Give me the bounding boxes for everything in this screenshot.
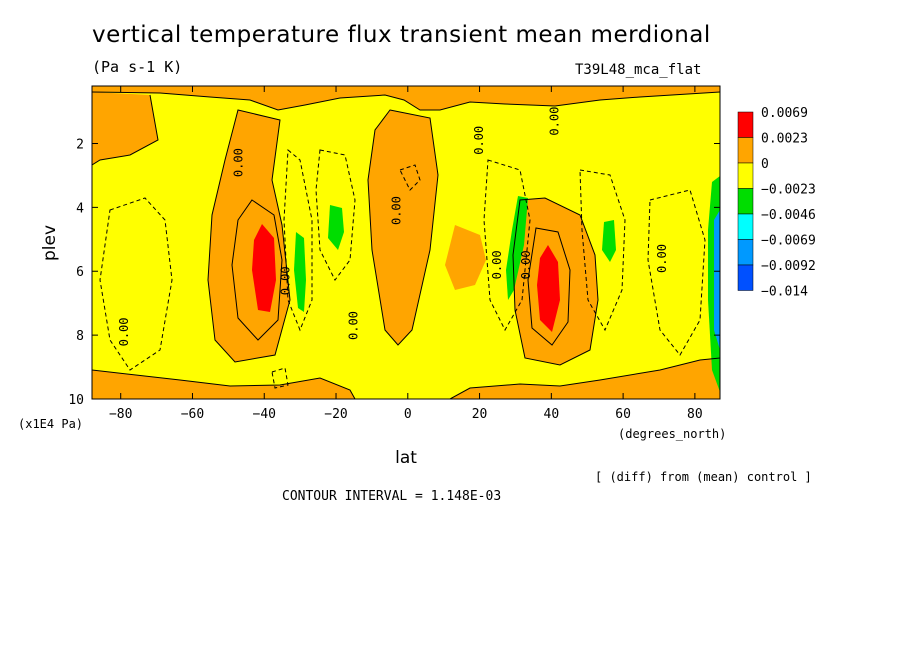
legend-swatch (737, 188, 754, 215)
legend-swatch (737, 162, 754, 189)
x-tick-label: −60 (181, 407, 204, 422)
legend-swatch (737, 264, 754, 291)
x-tick-label: 0 (404, 407, 412, 422)
legend-level-label: −0.0023 (761, 183, 816, 198)
dashed-contour-small-2 (271, 367, 289, 389)
legend-level-label: −0.014 (761, 285, 808, 300)
run-name-label: T39L48_mca_flat (575, 62, 702, 78)
contour-label: 0.00 (347, 311, 361, 340)
y-tick-label: 8 (76, 329, 84, 344)
y-tick-label: 10 (68, 393, 84, 408)
contour-line-equator (367, 109, 439, 346)
legend: 0.0069 0.0023 0 −0.0023 −0.0046 −0.0069 −0.009… (737, 106, 816, 300)
orange-region-south-pole (92, 92, 158, 165)
orange-region-equator-tongue (368, 110, 438, 345)
x-tick-label: −80 (109, 407, 132, 422)
contour-line-top-band (92, 91, 720, 111)
legend-level-label: −0.0069 (761, 234, 816, 249)
diff-note: [ (diff) from (mean) control ] (595, 470, 812, 484)
dashed-contour-north-2 (579, 169, 626, 332)
x-tick-label: 40 (544, 407, 560, 422)
legend-swatch (737, 239, 754, 266)
contour-line-north-lobe (512, 197, 599, 366)
contour-line-south-pole (92, 94, 159, 166)
contour-label: 0.00 (490, 250, 504, 279)
contour-label: 0.00 (655, 244, 669, 273)
contour-labels-group: 0.00 0.00 0.00 0.00 0.00 0.00 0.00 0.00 0.00 0.00 (117, 107, 669, 347)
dashed-contour-north-pole (647, 189, 706, 356)
legend-swatch (737, 137, 754, 164)
y-tick-label: 4 (76, 201, 84, 216)
x-tick-label: 60 (615, 407, 631, 422)
x-axis-title: lat (395, 448, 417, 468)
contour-line-bottom-left (92, 369, 356, 399)
orange-region-south-midlat (445, 225, 486, 290)
orange-region-bottom-right (450, 358, 720, 399)
legend-swatch (737, 111, 754, 138)
red-max-south (252, 224, 276, 312)
dashed-contour-south-pole (99, 197, 173, 371)
legend-level-label: 0.0023 (761, 132, 808, 147)
green-min-north-1 (506, 196, 528, 300)
y-tick-label: 6 (76, 265, 84, 280)
x-tick-label: −40 (253, 407, 276, 422)
contour-line-south-inner (231, 199, 283, 341)
contour-label: 0.00 (472, 126, 486, 155)
x-tick-label: 80 (687, 407, 703, 422)
contour-label: 0.00 (519, 250, 533, 279)
dashed-contour-south-1 (283, 148, 313, 332)
legend-swatch (737, 213, 754, 240)
axis-tick-labels: −80 −60 −40 −20 0 20 40 60 80 2 4 6 8 10 (68, 137, 702, 422)
contour-label: 0.00 (278, 266, 292, 295)
legend-level-label: −0.0046 (761, 208, 816, 223)
contour-label: 0.00 (117, 317, 131, 346)
legend-level-label: 0 (761, 157, 769, 172)
chart-title: vertical temperature flux transient mean… (92, 22, 711, 48)
contour-interval-label: CONTOUR INTERVAL = 1.148E-03 (282, 489, 502, 504)
x-tick-label: −20 (324, 407, 347, 422)
contour-line-south-lobe (207, 109, 291, 363)
legend-level-label: −0.0092 (761, 259, 816, 274)
contour-label: 0.00 (390, 196, 404, 225)
contour-label: 0.00 (232, 148, 246, 177)
contour-line-bottom-right (449, 357, 720, 399)
blue-min-north-pole (714, 210, 720, 350)
x-tick-label: 20 (472, 407, 488, 422)
contour-label: 0.00 (548, 107, 562, 136)
dashed-contour-small-1 (399, 164, 421, 191)
plot-frame (91, 85, 721, 400)
dashed-contour-north-1 (483, 159, 531, 332)
contour-line-north-inner (527, 227, 571, 346)
y-axis-title: plev (40, 225, 60, 261)
green-min-north-2 (602, 220, 616, 262)
red-max-north (537, 245, 560, 332)
contour-lines (92, 91, 720, 399)
axis-ticks (92, 86, 720, 400)
green-min-south-2 (328, 205, 344, 250)
orange-region-bottom-left (92, 370, 355, 399)
y-tick-label: 2 (76, 137, 84, 152)
orange-region-top-band (92, 86, 720, 110)
legend-level-label: 0.0069 (761, 106, 808, 121)
green-min-south-1 (294, 232, 306, 312)
units-label: (Pa s-1 K) (92, 58, 183, 76)
negative-contour-lines (99, 148, 706, 389)
y-axis-unit: (x1E4 Pa) (18, 417, 83, 431)
x-axis-unit: (degrees_north) (618, 427, 726, 441)
dashed-contour-south-2 (315, 149, 356, 281)
contour-fills (92, 86, 720, 399)
